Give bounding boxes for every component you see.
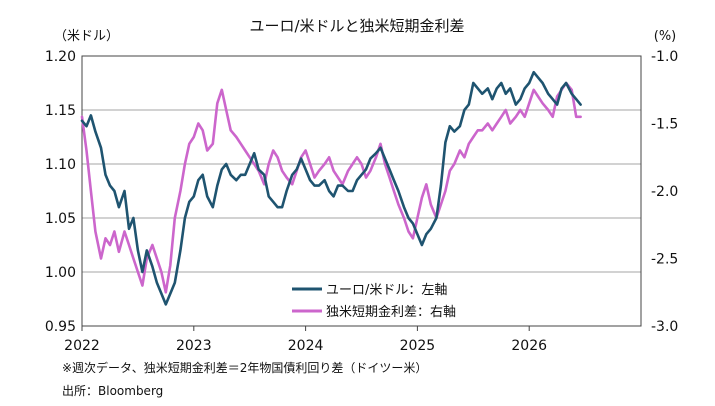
right-axis-unit: (%) [654,29,677,44]
x-axis-ticks: 2022 2023 2024 2025 2026 [64,326,547,354]
left-tick-label: 1.00 [45,265,76,281]
footnote: ※週次データ、独米短期金利差＝2年物国債利回り差（ドイツー米） [62,360,427,375]
plot-frame [81,55,642,327]
right-axis-ticks: -1.0 -1.5 -2.0 -2.5 -3.0 [651,49,678,335]
right-tick-label: -3.0 [651,319,678,335]
source-note: 出所：Bloomberg [62,384,163,398]
left-tick-label: 1.05 [45,211,76,227]
right-tick-label: -1.5 [651,117,678,133]
legend-label-rate-spread: 独米短期金利差：右軸 [326,304,456,320]
left-tick-label: 0.95 [45,319,76,335]
x-tick-label: 2025 [400,338,436,354]
x-tick-label: 2026 [511,338,547,354]
right-tick-label: -1.0 [651,49,678,65]
x-tick-label: 2022 [64,338,100,354]
left-tick-label: 1.15 [45,103,76,119]
series-line-eurusd [80,70,582,306]
left-tick-label: 1.20 [45,49,76,65]
x-tick-label: 2023 [176,338,212,354]
x-tick-label: 2024 [288,338,324,354]
right-tick-label: -2.0 [651,184,678,200]
series-line-rate-spread [80,81,582,294]
left-axis-ticks: 1.20 1.15 1.10 1.05 1.00 0.95 [45,49,76,335]
left-tick-label: 1.10 [45,157,76,173]
legend-background [286,276,486,324]
legend: ユーロ/米ドル：左軸 独米短期金利差：右軸 [286,276,486,324]
right-tick-label: -2.5 [651,252,678,268]
left-axis-unit: （米ドル） [54,29,119,44]
legend-label-eurusd: ユーロ/米ドル：左軸 [326,283,447,298]
chart-title: ユーロ/米ドルと独米短期金利差 [249,17,464,35]
gridlines [82,109,641,273]
series-layer [80,70,582,306]
